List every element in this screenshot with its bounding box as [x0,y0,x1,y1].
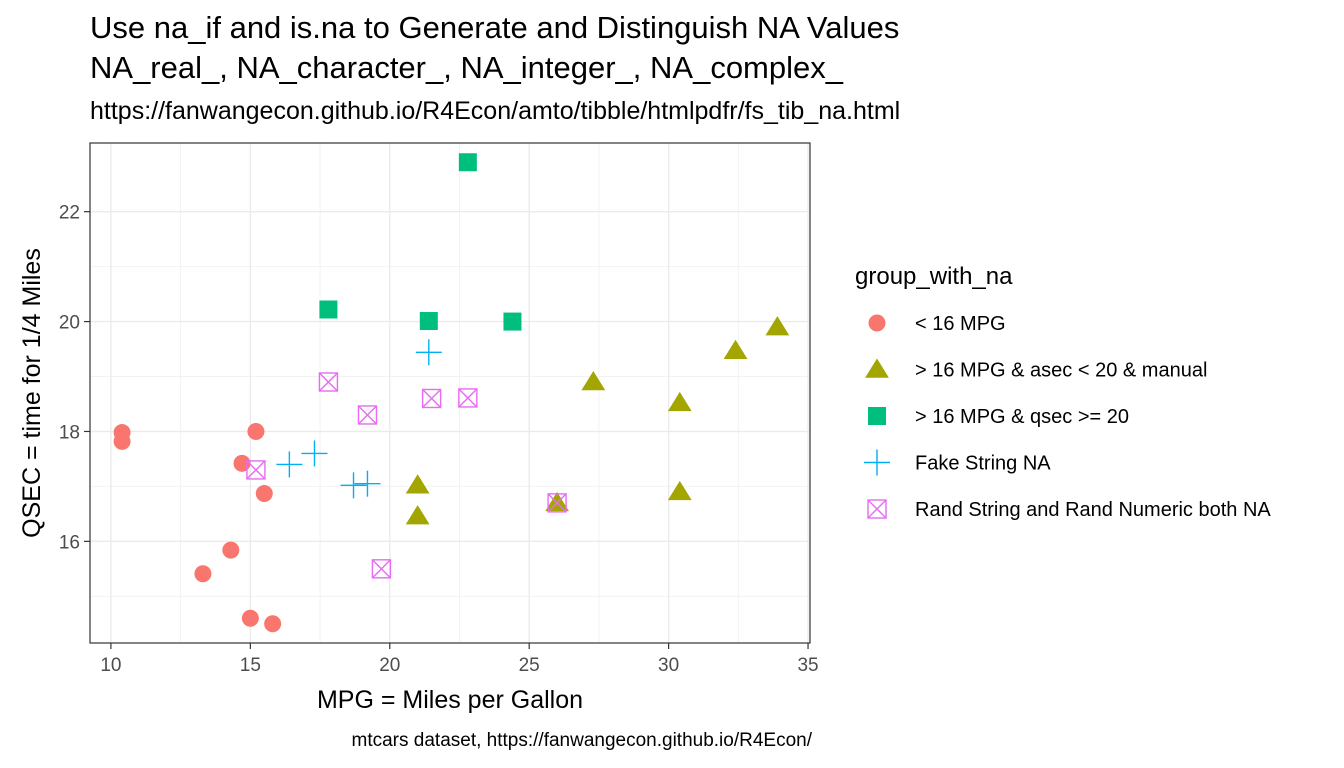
data-point-square-x [357,405,378,425]
legend: group_with_na < 16 MPG > 16 MPG & asec < … [855,263,1271,521]
data-point-triangle [765,316,790,336]
y-tick-label: 20 [59,313,80,334]
data-point-square-x [371,559,392,579]
data-point-circle [222,541,240,559]
y-axis-ticks: 16 18 20 22 [59,203,90,553]
x-tick-label: 20 [379,655,400,676]
data-point-square-x [246,460,266,480]
data-point-square-x [458,388,478,408]
data-point-square-x [318,372,339,392]
data-point-circle [113,432,131,450]
y-tick-label: 16 [59,532,80,553]
x-tick-label: 25 [519,655,540,676]
x-axis-label: MPG = Miles per Gallon [317,686,583,714]
x-tick-label: 30 [658,655,679,676]
data-point-triangle [581,371,606,391]
data-point-triangle [667,480,692,501]
data-point-square [503,312,522,331]
legend-key-triangle [865,358,889,378]
data-point-circle [233,454,251,472]
data-point-circle [194,565,212,583]
data-point-circle [247,422,265,440]
data-point-triangle [405,474,430,494]
legend-label: Fake String NA [915,453,1051,475]
data-point-triangle [667,391,692,412]
data-point-square [458,153,477,172]
x-tick-label: 15 [240,655,261,676]
legend-label: > 16 MPG & qsec >= 20 [915,406,1129,428]
chart-subtitle-url: https://fanwangecon.github.io/R4Econ/amt… [90,97,901,125]
legend-label: < 16 MPG [915,313,1006,335]
x-tick-label: 10 [100,655,121,676]
data-point-triangle [545,491,569,512]
legend-label: > 16 MPG & asec < 20 & manual [915,360,1207,382]
data-point-square [319,300,338,319]
legend-title: group_with_na [855,263,1013,290]
data-point-circle [241,609,259,627]
data-points [113,153,790,633]
legend-key-circle [868,314,886,332]
data-point-square-x [421,388,442,409]
legend-label: Rand String and Rand Numeric both NA [915,499,1271,521]
data-point-circle [264,615,282,633]
data-point-plus [340,472,367,499]
chart-title: Use na_if and is.na to Generate and Dist… [90,10,900,45]
legend-key-square-x [867,499,887,519]
y-tick-label: 18 [59,422,80,443]
data-point-square-x [547,493,567,513]
minor-gridlines [90,143,810,643]
data-point-triangle [405,505,430,525]
data-point-plus [301,440,328,467]
data-point-plus [354,470,381,497]
data-point-plus [276,451,303,478]
chart-subtitle-na-types: NA_real_, NA_character_, NA_integer_, NA… [90,50,843,85]
legend-key-square [868,407,886,425]
y-tick-label: 22 [59,203,80,224]
major-gridlines [90,143,810,643]
data-point-square [419,312,438,331]
y-axis-label: QSEC = time for 1/4 Miles [18,248,46,538]
x-tick-label: 35 [797,655,818,676]
chart-caption: mtcars dataset, https://fanwangecon.gith… [351,730,813,751]
panel-border [89,142,811,644]
legend-key-plus [864,449,890,476]
data-point-circle [255,485,273,503]
data-point-plus [415,339,442,366]
x-axis-ticks: 10 15 20 25 30 35 [100,643,819,676]
data-point-triangle [723,339,748,359]
